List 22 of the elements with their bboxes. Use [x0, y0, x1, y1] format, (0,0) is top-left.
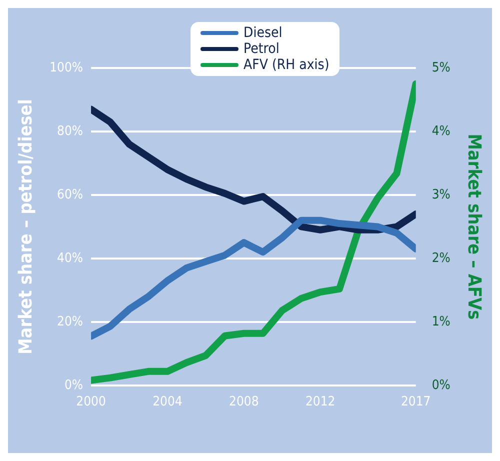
legend-label: Petrol — [243, 41, 280, 57]
y-tick-label: 40% — [57, 250, 84, 266]
x-tick-label: 2012 — [305, 394, 336, 410]
legend-label: Diesel — [243, 25, 282, 41]
y-tick-label: 100% — [50, 60, 84, 76]
y2-tick-label: 2% — [432, 250, 450, 266]
y-tick-label: 0% — [64, 378, 84, 393]
y2-axis-title: Market share – AFVs — [464, 134, 485, 320]
y2-tick-label: 3% — [432, 187, 450, 202]
y2-tick-label: 4% — [432, 124, 450, 139]
y2-tick-label: 5% — [432, 60, 450, 76]
legend-label: AFV (RH axis) — [243, 57, 330, 73]
y-axis-title: Market share – petrol/diesel — [15, 99, 36, 354]
y2-tick-label: 0% — [432, 378, 450, 393]
y-tick-label: 80% — [57, 124, 84, 139]
y-tick-label: 60% — [57, 187, 84, 202]
y2-tick-label: 1% — [432, 314, 450, 330]
x-tick-label: 2008 — [229, 394, 259, 410]
y-tick-label: 20% — [57, 314, 84, 330]
x-tick-label: 2004 — [152, 394, 182, 410]
x-tick-label: 2000 — [76, 394, 106, 410]
x-tick-label: 2017 — [400, 394, 431, 410]
